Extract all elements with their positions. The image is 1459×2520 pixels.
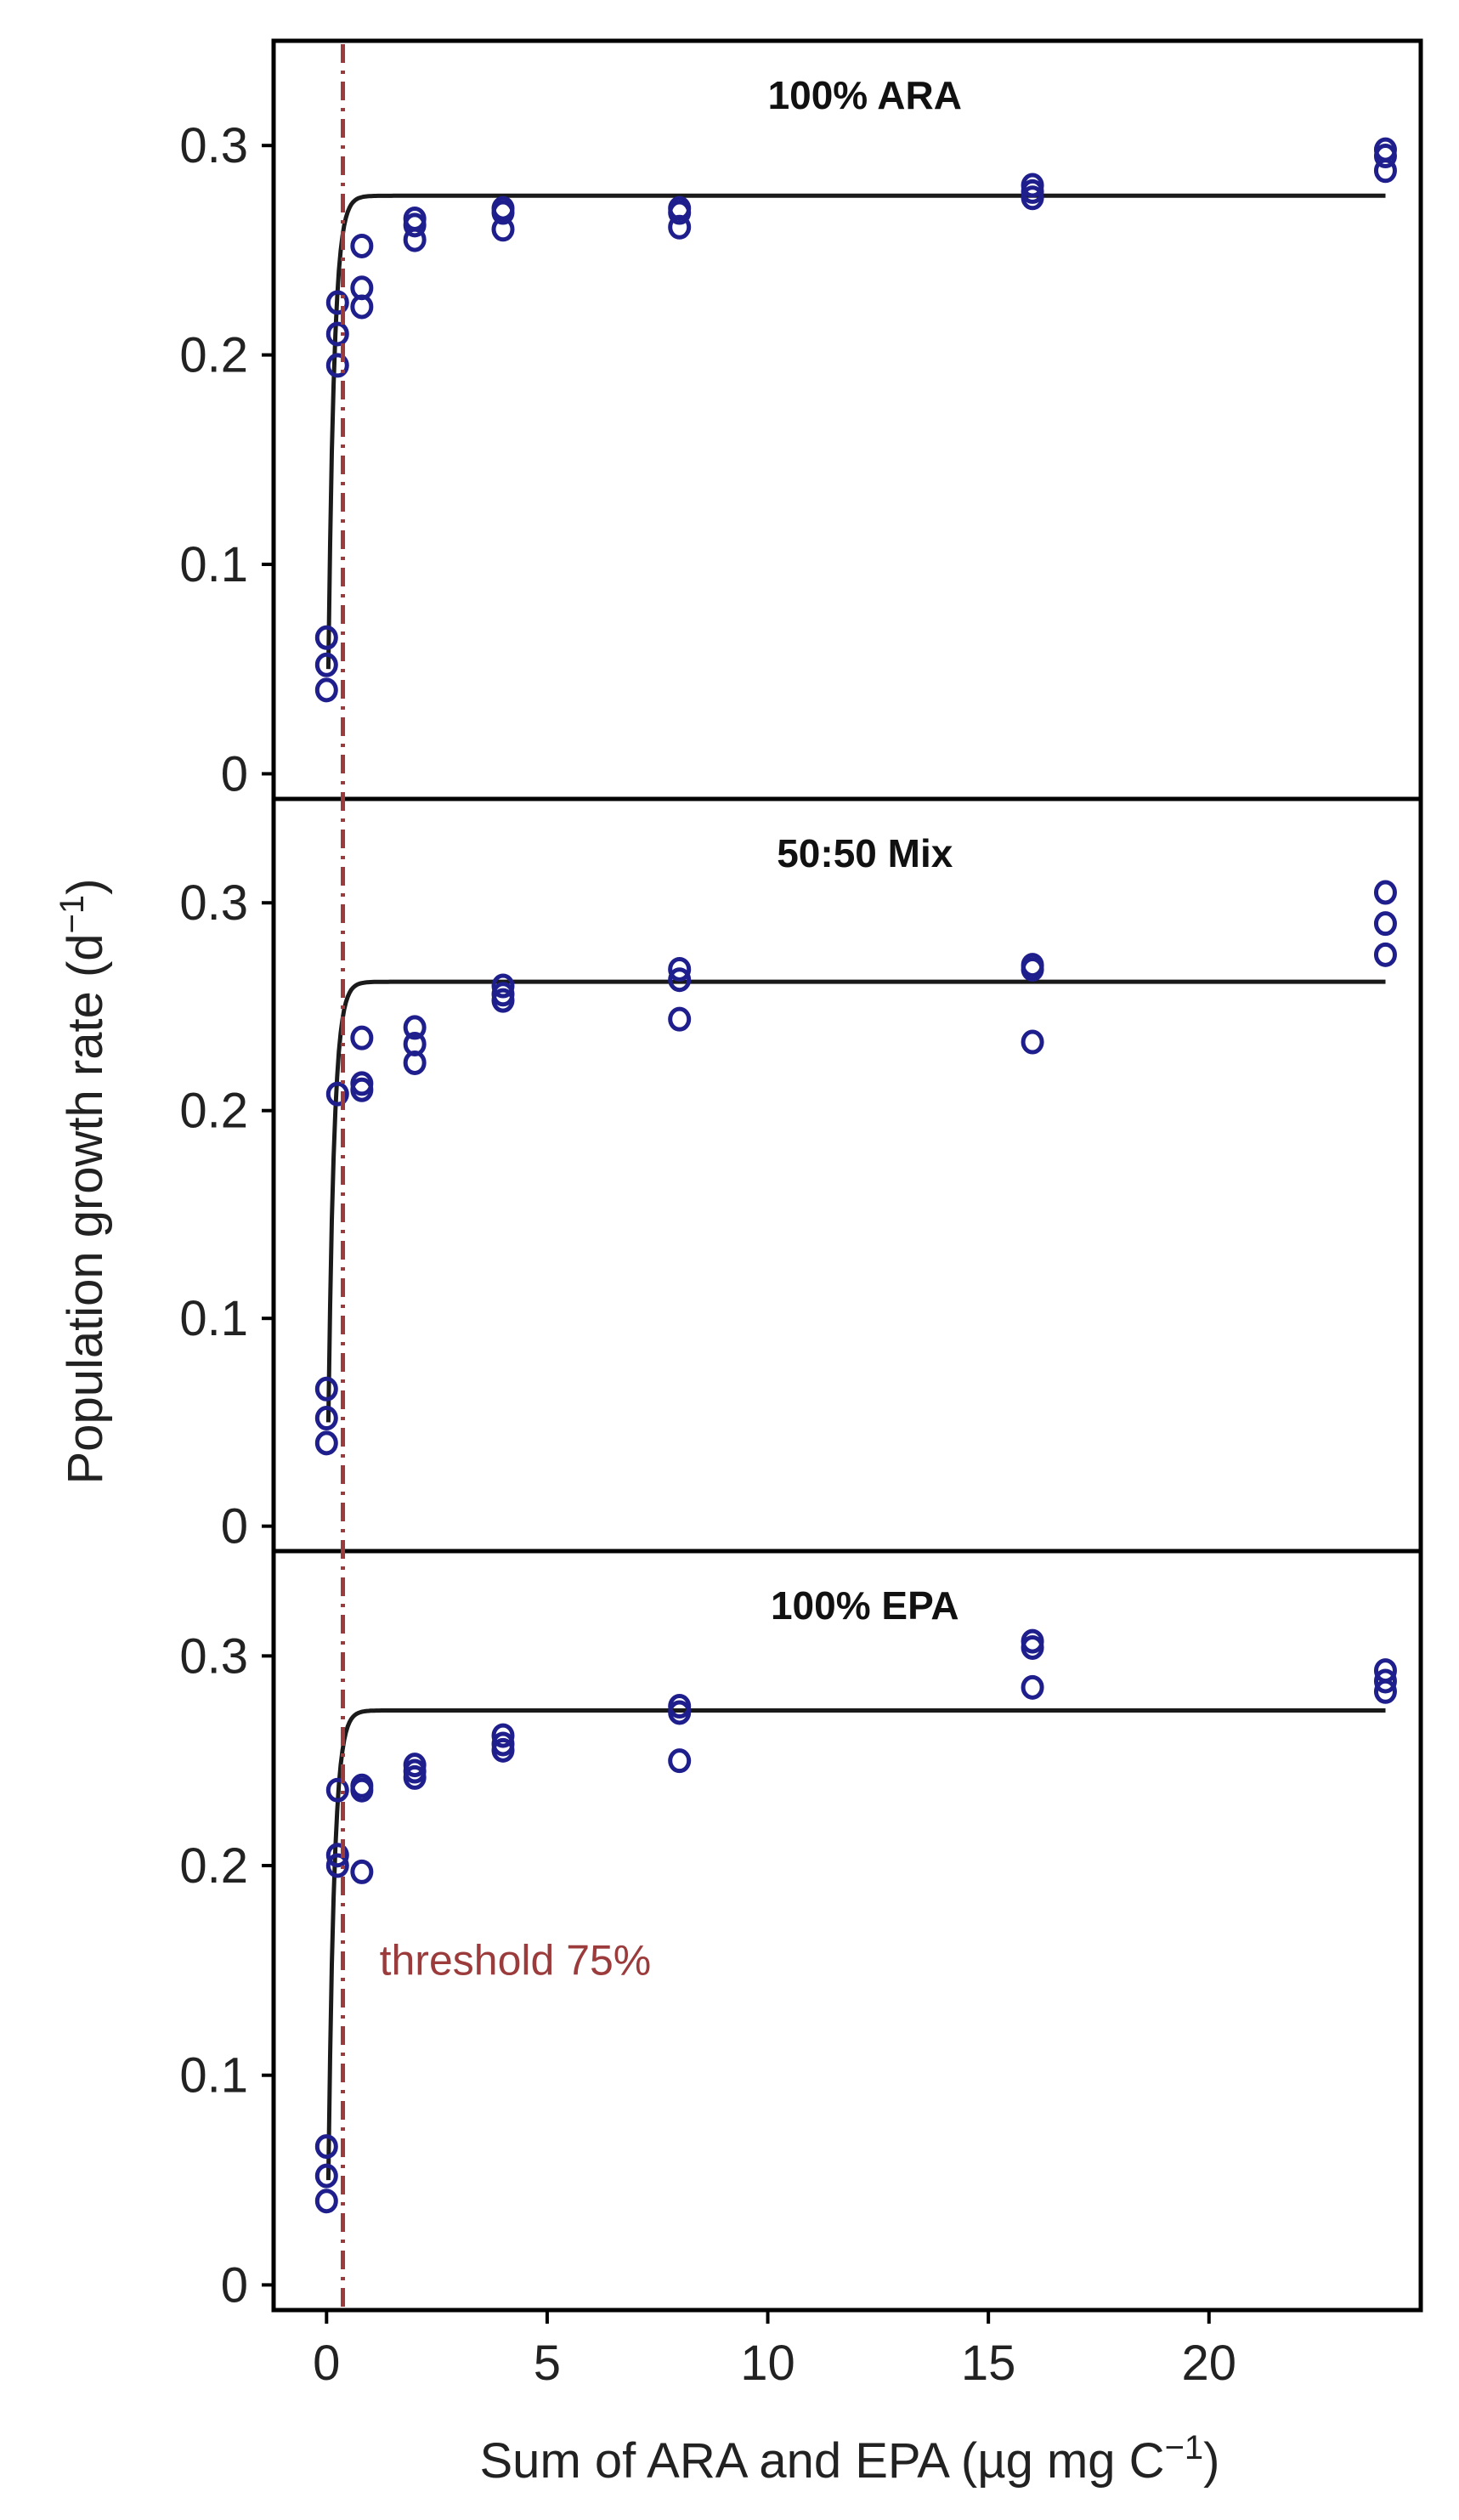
data-point xyxy=(350,1025,374,1050)
data-point xyxy=(314,1376,338,1402)
data-point xyxy=(668,1006,692,1032)
data-point xyxy=(1021,1634,1044,1660)
data-point xyxy=(325,353,349,378)
x-tick-label: 0 xyxy=(313,2336,340,2391)
data-point xyxy=(1373,1679,1397,1704)
data-point xyxy=(350,233,374,258)
panel-title: 100% EPA xyxy=(771,1583,959,1628)
x-tick-label: 10 xyxy=(740,2336,795,2391)
data-point xyxy=(1373,144,1397,169)
y-axis-label-superscript: −1 xyxy=(54,895,91,934)
panel-title: 100% ARA xyxy=(768,73,962,117)
y-tick-label: 0.3 xyxy=(179,118,248,173)
data-point xyxy=(1373,911,1397,937)
data-point xyxy=(491,1737,515,1763)
data-point xyxy=(350,1077,374,1102)
data-point xyxy=(403,227,427,252)
data-point xyxy=(491,973,515,999)
y-axis-label-suffix: ) xyxy=(58,879,113,895)
data-point xyxy=(314,1430,338,1456)
data-point xyxy=(314,1406,338,1431)
data-point xyxy=(668,956,692,982)
y-tick-label: 0.2 xyxy=(179,328,248,383)
data-point xyxy=(350,1777,374,1803)
panel-1: 100% ARA 0 0.1 0.2 0.3 xyxy=(179,73,1397,801)
x-axis-label-text: Sum of ARA and EPA (µg mg C xyxy=(480,2433,1165,2489)
data-point xyxy=(325,1081,349,1107)
data-point xyxy=(350,294,374,320)
data-point xyxy=(403,1764,427,1790)
fit-curve xyxy=(325,979,1386,1423)
fit-curve xyxy=(325,1708,1386,2181)
x-axis: 0 5 10 15 20 xyxy=(313,2310,1236,2391)
data-point xyxy=(491,200,515,225)
data-point xyxy=(314,2163,338,2189)
data-point xyxy=(1021,185,1044,211)
data-point xyxy=(314,625,338,650)
data-point xyxy=(668,214,692,240)
y-tick-label: 0 xyxy=(221,746,248,801)
data-point xyxy=(403,1015,427,1040)
x-tick-label: 20 xyxy=(1182,2336,1237,2391)
data-point xyxy=(314,677,338,703)
data-point xyxy=(491,217,515,242)
data-point xyxy=(668,1748,692,1774)
y-axis-label-text: Population growth rate (d xyxy=(58,933,113,1484)
x-tick-label: 5 xyxy=(534,2336,561,2391)
data-point xyxy=(491,1723,515,1748)
y-axis-label: Population growth rate (d−1) xyxy=(54,879,113,1485)
fit-curve xyxy=(325,193,1386,670)
plot-frame xyxy=(271,38,1423,2313)
data-point xyxy=(325,1843,349,1868)
y-tick-label: 0.1 xyxy=(179,537,248,592)
data-point xyxy=(1021,956,1044,982)
data-point xyxy=(1373,942,1397,967)
panel-title: 50:50 Mix xyxy=(777,831,953,875)
x-axis-label-suffix: ) xyxy=(1203,2433,1219,2489)
data-point xyxy=(325,290,349,315)
data-point xyxy=(668,967,692,993)
panel-3: 100% EPA 0 0.1 0.2 0.3 xyxy=(179,1583,1397,2313)
data-point xyxy=(491,988,515,1013)
y-tick-label: 0.1 xyxy=(179,1291,248,1346)
x-axis-label: Sum of ARA and EPA (µg mg C−1) xyxy=(480,2429,1220,2489)
data-point xyxy=(1373,1668,1397,1694)
data-point xyxy=(350,1859,374,1884)
data-point xyxy=(668,200,692,225)
y-tick-label: 0.3 xyxy=(179,875,248,931)
threshold-annotation: threshold 75% xyxy=(380,1936,652,1984)
y-tick-label: 0.3 xyxy=(179,1628,248,1684)
data-point xyxy=(403,212,427,238)
data-point xyxy=(314,652,338,677)
y-tick-label: 0.2 xyxy=(179,1838,248,1894)
data-point xyxy=(325,1853,349,1878)
y-tick-label: 0.1 xyxy=(179,2048,248,2104)
data-point xyxy=(1373,880,1397,905)
data-point xyxy=(668,1700,692,1725)
x-tick-label: 15 xyxy=(961,2336,1016,2391)
data-point xyxy=(325,321,349,347)
data-point xyxy=(1373,158,1397,184)
data-point xyxy=(1021,1029,1044,1055)
panel-2: 50:50 Mix 0 0.1 0.2 0.3 xyxy=(179,831,1397,1554)
y-tick-label: 0 xyxy=(221,1499,248,1554)
data-point xyxy=(314,2189,338,2214)
y-tick-label: 0 xyxy=(221,2257,248,2313)
y-tick-label: 0.2 xyxy=(179,1084,248,1139)
data-point xyxy=(403,1050,427,1075)
data-point xyxy=(1021,1674,1044,1700)
data-point xyxy=(325,1777,349,1803)
data-point xyxy=(314,2134,338,2160)
x-axis-label-superscript: −1 xyxy=(1165,2429,1204,2466)
